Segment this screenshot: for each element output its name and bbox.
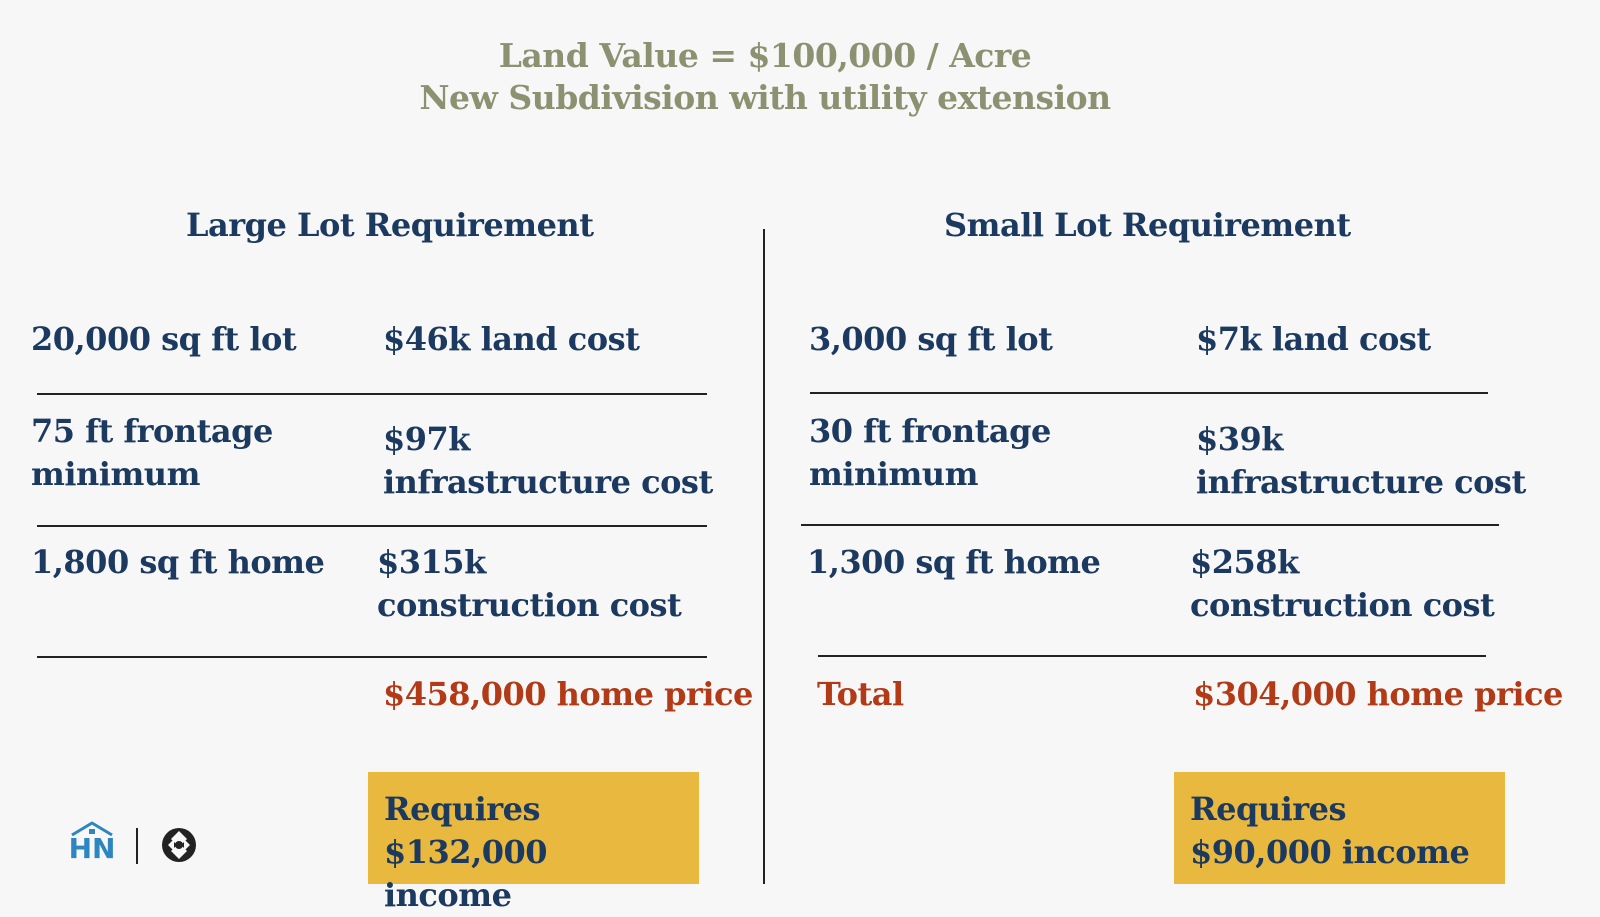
large-rule-1	[37, 393, 707, 395]
column-divider	[763, 229, 765, 884]
large-lot-heading: Large Lot Requirement	[186, 206, 594, 244]
large-row-2-left: 75 ft frontage minimum	[31, 412, 273, 493]
large-row-3-right: $315k construction cost	[377, 543, 682, 624]
small-row-3-left: 1,300 sq ft home	[807, 543, 1101, 581]
large-row-2-right: $97k infrastructure cost	[383, 420, 713, 501]
small-rule-1	[810, 392, 1488, 394]
small-row-3-right: $258k construction cost	[1190, 543, 1495, 624]
small-rule-2	[801, 524, 1499, 526]
partner-logo	[160, 826, 198, 864]
title-line-1: Land Value = $100,000 / Acre	[498, 36, 1032, 75]
large-rule-3	[37, 656, 707, 658]
small-income-callout: Requires $90,000 income	[1174, 772, 1505, 884]
large-rule-2	[37, 525, 707, 527]
large-row-1-left: 20,000 sq ft lot	[31, 320, 297, 358]
small-total-label: Total	[817, 675, 904, 713]
small-row-2-left: 30 ft frontage minimum	[809, 412, 1051, 493]
large-total-price: $458,000 home price	[383, 675, 753, 713]
small-row-1-left: 3,000 sq ft lot	[809, 320, 1053, 358]
house-icon	[71, 821, 113, 837]
small-row-1-right: $7k land cost	[1196, 320, 1431, 358]
large-row-3-left: 1,800 sq ft home	[31, 543, 325, 581]
small-row-2-right: $39k infrastructure cost	[1196, 420, 1526, 501]
small-total-price: $304,000 home price	[1193, 675, 1563, 713]
partner-logo-icon	[162, 828, 196, 862]
logo-separator	[136, 828, 138, 864]
large-row-1-right: $46k land cost	[383, 320, 640, 358]
title-line-2: New Subdivision with utility extension	[419, 78, 1111, 117]
small-rule-3	[818, 655, 1486, 657]
small-lot-heading: Small Lot Requirement	[944, 206, 1351, 244]
large-income-callout: Requires $132,000 income	[368, 772, 699, 914]
hn-logo: HN	[68, 818, 116, 866]
hn-logo-text: HN	[68, 832, 116, 865]
